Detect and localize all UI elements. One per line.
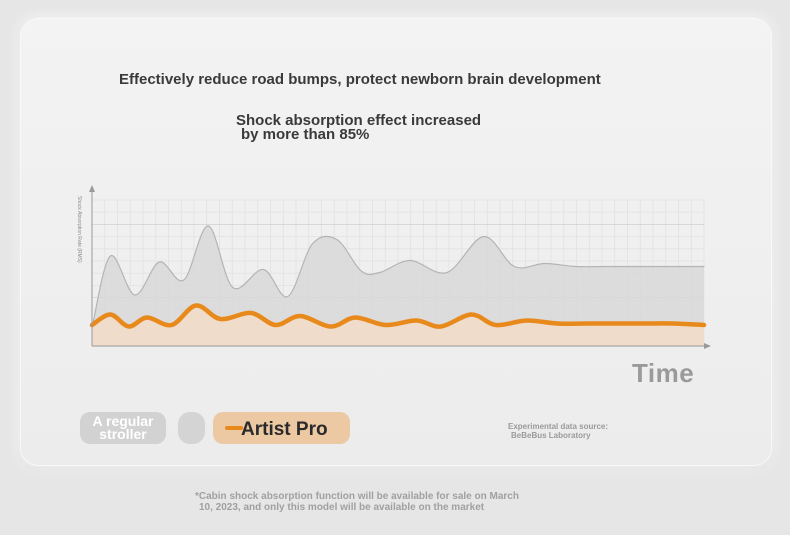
legend-artist-pro: Artist Pro bbox=[213, 412, 350, 444]
content-card bbox=[20, 18, 772, 466]
subhead: Shock absorption effect increased by mor… bbox=[236, 112, 536, 143]
legend-pro-label: Artist Pro bbox=[241, 419, 328, 440]
footnote-line2: 10, 2023, and only this model will be av… bbox=[199, 502, 485, 513]
legend-regular-swatch bbox=[178, 412, 205, 444]
legend-pro-swatch bbox=[225, 426, 243, 430]
legend-regular-stroller: A regular stroller bbox=[80, 412, 166, 444]
footnote-line1: *Cabin shock absorption function will be… bbox=[195, 491, 519, 502]
footnote: *Cabin shock absorption function will be… bbox=[195, 491, 519, 513]
legend-regular-line2: stroller bbox=[99, 426, 147, 442]
x-axis-label: Time bbox=[632, 358, 695, 388]
artist-pro-line bbox=[89, 303, 707, 329]
legend-regular-line1: A regular bbox=[92, 413, 154, 429]
data-source-note: Experimental data source: BeBeBus Labora… bbox=[508, 422, 608, 440]
x-axis-arrow bbox=[704, 343, 711, 349]
source-line2: BeBeBus Laboratory bbox=[511, 431, 591, 440]
y-axis-label: Shock Absorption Rate (RMS) bbox=[76, 196, 82, 263]
source-line1: Experimental data source: bbox=[508, 422, 609, 431]
subhead-line2: by more than 85% bbox=[241, 126, 370, 143]
subhead-line1: Shock absorption effect increased bbox=[236, 112, 482, 129]
regular-stroller-line bbox=[91, 225, 705, 329]
y-axis-arrow bbox=[89, 185, 95, 192]
headline: Effectively reduce road bumps, protect n… bbox=[119, 71, 601, 88]
